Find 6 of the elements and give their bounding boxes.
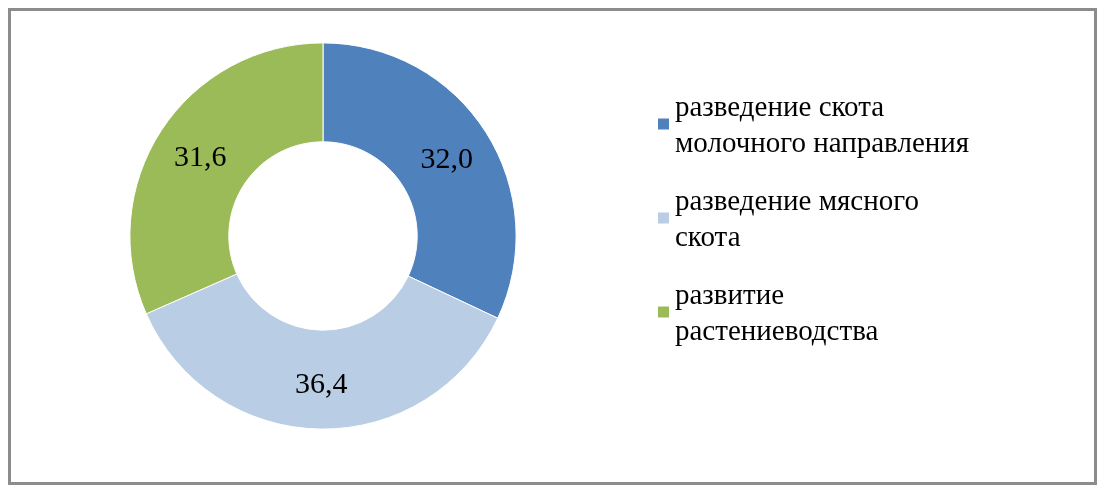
legend-label: развитие растениеводства	[675, 278, 879, 346]
data-label: 36,4	[294, 366, 348, 400]
legend-label: разведение мясного скота	[675, 184, 927, 252]
legend-label: разведение скота молочного направления	[675, 90, 970, 158]
data-label: 31,6	[173, 139, 227, 173]
data-label: 32,0	[420, 140, 474, 174]
